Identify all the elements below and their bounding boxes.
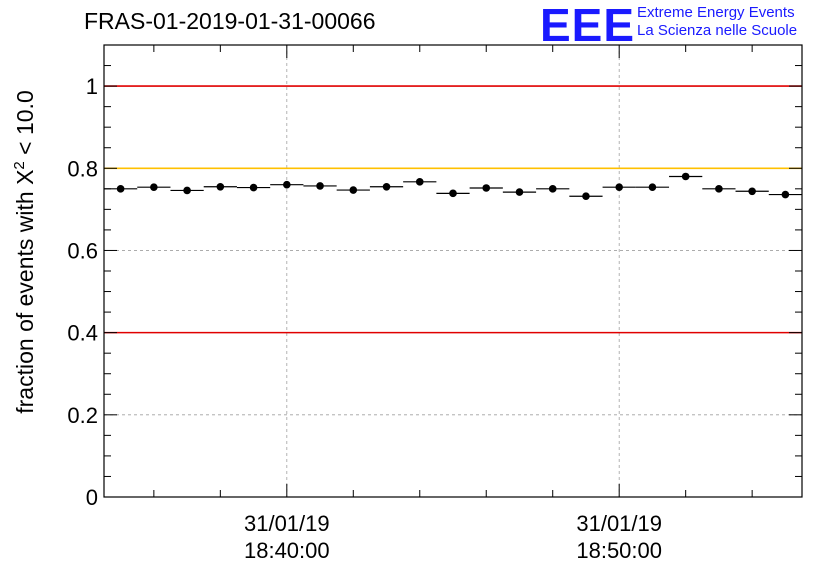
y-tick-label: 0 xyxy=(86,485,98,510)
data-point xyxy=(382,182,391,191)
data-point xyxy=(150,183,158,191)
data-point xyxy=(283,180,291,189)
data-point xyxy=(615,183,623,191)
y-tick-label: 1 xyxy=(86,74,98,99)
x-tick-label-time: 18:50:00 xyxy=(576,538,662,563)
y-tick-label: 0.6 xyxy=(67,238,98,263)
data-point xyxy=(548,185,557,193)
data-point xyxy=(482,184,491,192)
data-point xyxy=(515,188,524,196)
logo-line-1: Extreme Energy Events xyxy=(637,4,795,21)
x-tick-label-date: 31/01/19 xyxy=(576,511,662,536)
data-point xyxy=(249,183,258,192)
data-point xyxy=(415,178,424,186)
eee-logo-mark: EEE xyxy=(540,0,636,51)
data-point xyxy=(748,187,756,196)
eee-logo-text: Extreme Energy Events La Scienza nelle S… xyxy=(637,4,797,40)
reference-lines xyxy=(104,85,802,334)
data-points xyxy=(104,172,802,201)
y-tick-label: 0.4 xyxy=(67,321,98,346)
logo-line-2: La Scienza nelle Scuole xyxy=(637,22,798,39)
data-point xyxy=(582,192,590,201)
data-point xyxy=(781,190,790,199)
data-point xyxy=(349,186,358,194)
plot-frame xyxy=(103,44,803,498)
x-tick-label-date: 31/01/19 xyxy=(244,511,330,536)
data-point xyxy=(449,189,457,198)
data-point xyxy=(316,182,324,190)
x-tick-label-time: 18:40:00 xyxy=(244,538,330,563)
data-point xyxy=(681,172,690,181)
y-tick-label: 0.2 xyxy=(67,403,98,428)
data-point xyxy=(648,183,657,191)
data-point xyxy=(183,186,191,195)
y-axis-label: fraction of events with X2 < 10.0 xyxy=(11,90,38,414)
chart-title: FRAS-01-2019-01-31-00066 xyxy=(84,8,376,34)
grid-lines xyxy=(104,45,802,498)
data-point xyxy=(116,185,125,193)
data-point xyxy=(216,182,225,191)
axis-ticks xyxy=(104,44,802,498)
tick-labels: 00.20.40.60.8131/01/1918:40:0031/01/1918… xyxy=(67,74,662,563)
data-point xyxy=(715,185,723,193)
y-tick-label: 0.8 xyxy=(67,156,98,181)
